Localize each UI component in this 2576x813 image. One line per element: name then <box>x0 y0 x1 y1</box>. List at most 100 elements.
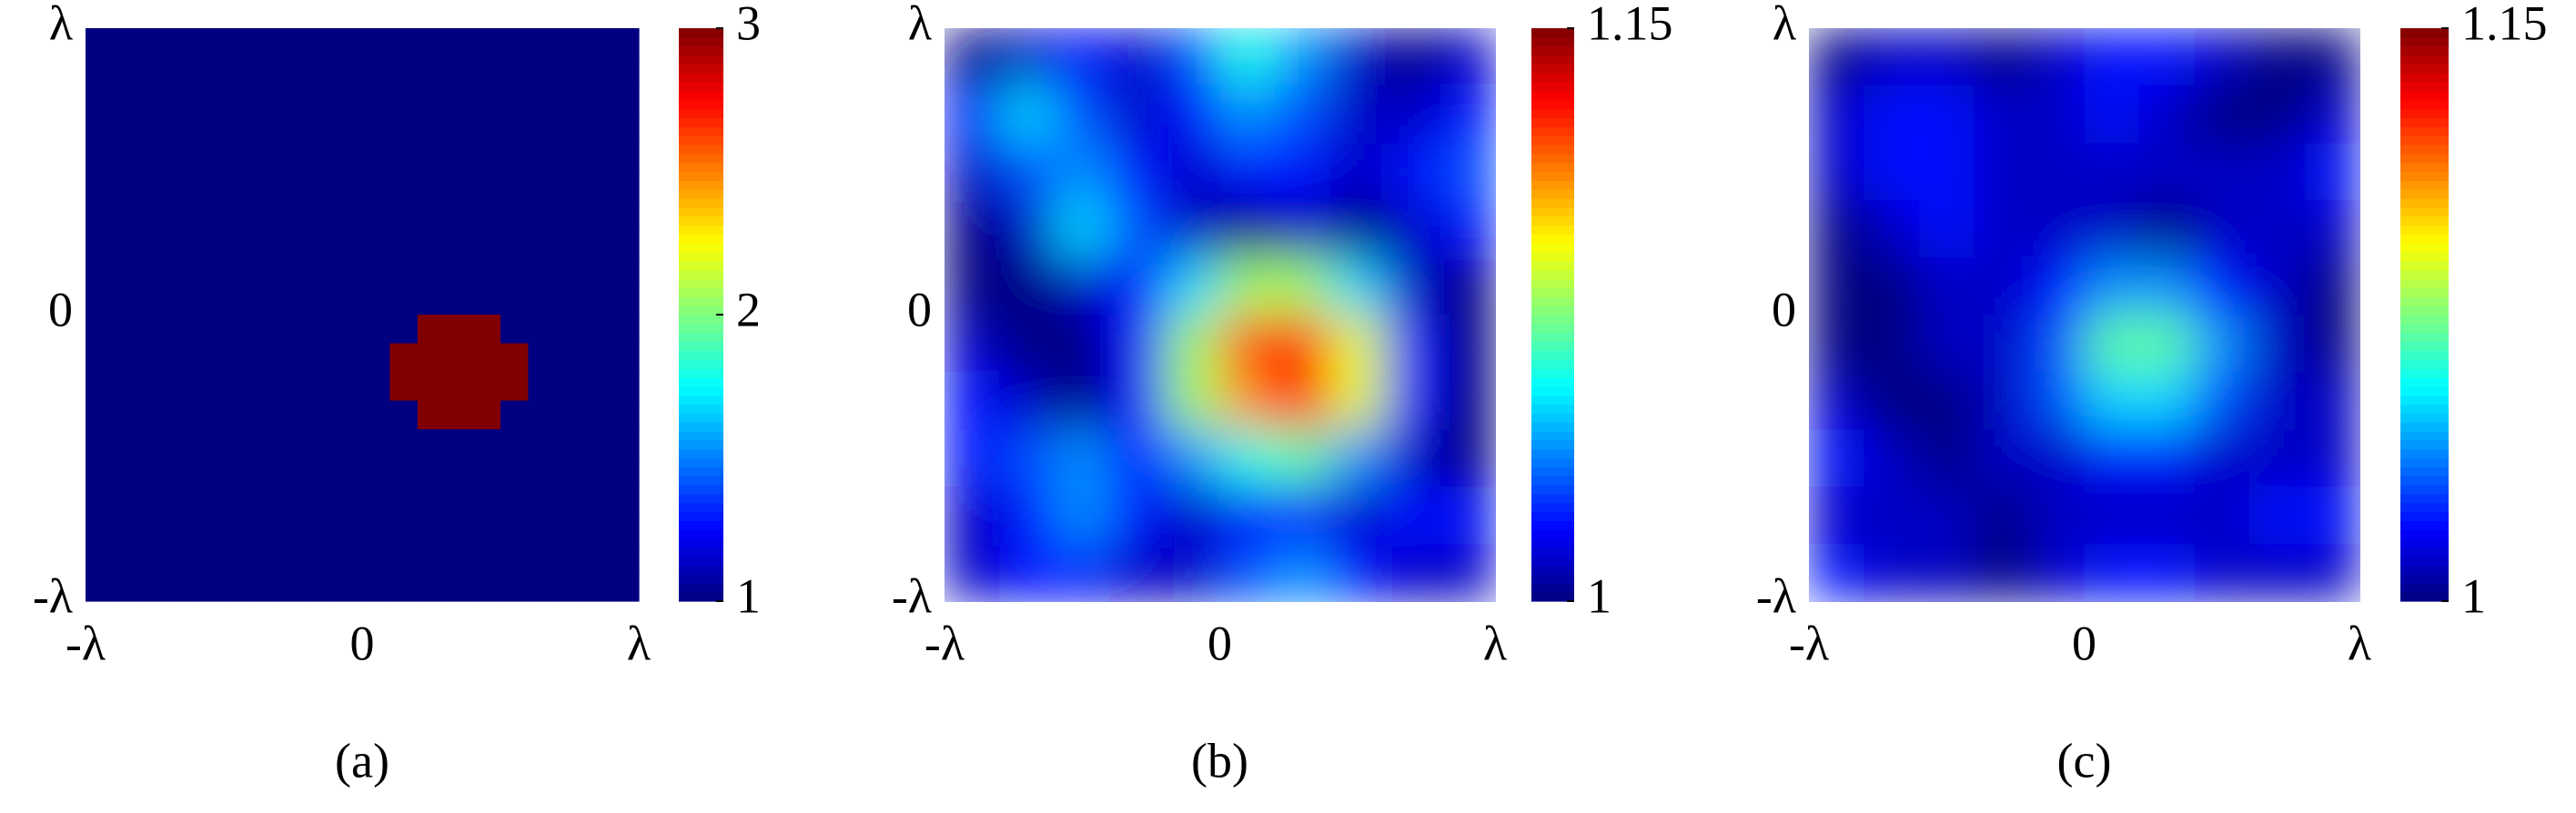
heatmap-cell <box>251 315 280 345</box>
heatmap-cell <box>224 315 252 345</box>
colorbar-swatch <box>1531 350 1574 360</box>
heatmap-cell <box>1219 487 1276 545</box>
colorbar-tick-label: 1 <box>1587 568 1611 623</box>
heatmap-cell <box>224 343 252 373</box>
heatmap-cell <box>113 200 142 230</box>
heatmap-cell <box>113 372 142 402</box>
colorbar-swatch <box>1531 153 1574 164</box>
heatmap-cell <box>999 85 1056 144</box>
heatmap-cell <box>224 171 252 201</box>
heatmap-cell <box>307 286 336 316</box>
heatmap-cell <box>1219 544 1276 602</box>
heatmap-cell <box>2249 544 2306 602</box>
heatmap-cell <box>1809 487 1865 545</box>
heatmap-cell <box>445 56 474 86</box>
heatmap-cell <box>2249 487 2306 545</box>
heatmap-cell <box>528 143 557 173</box>
heatmap-cell <box>2139 372 2196 430</box>
heatmap-cell <box>1919 429 1975 487</box>
heatmap-cell <box>334 343 363 373</box>
colorbar-swatch <box>679 198 723 208</box>
heatmap-cell <box>251 515 280 545</box>
heatmap-cell <box>417 515 446 545</box>
heatmap-cell <box>528 56 557 86</box>
heatmap-cell <box>196 544 225 574</box>
heatmap-cell <box>1055 28 1111 86</box>
colorbar-swatch <box>1531 439 1574 450</box>
heatmap-cell <box>196 315 225 345</box>
heatmap-cell <box>528 429 557 459</box>
heatmap-cell <box>500 286 529 316</box>
heatmap-cell <box>389 457 419 487</box>
heatmap-cell <box>389 487 419 517</box>
heatmap-cell <box>2084 85 2140 144</box>
colorbar-swatch <box>1531 315 1574 325</box>
heatmap-cell <box>251 28 280 58</box>
heatmap-cell <box>999 429 1056 487</box>
heatmap-cell <box>113 487 142 517</box>
heatmap-cell <box>2194 257 2250 316</box>
heatmap-cell <box>555 487 584 517</box>
heatmap-cell <box>445 200 474 230</box>
heatmap-cell <box>611 56 640 86</box>
colorbar-swatch <box>2400 252 2449 262</box>
heatmap-cell <box>113 515 142 545</box>
x-tick-label: 0 <box>2072 616 2096 670</box>
heatmap-cell <box>196 429 225 459</box>
heatmap-cell <box>140 56 169 86</box>
heatmap-cell <box>2304 429 2360 487</box>
colorbar-swatch <box>1531 556 1574 567</box>
heatmap-cell <box>86 286 114 316</box>
heatmap-cell <box>1919 372 1975 430</box>
heatmap-cell <box>945 487 1001 545</box>
colorbar-swatch <box>1531 511 1574 522</box>
heatmap-cell <box>1165 257 1221 316</box>
colorbar-swatch <box>679 28 723 38</box>
colorbar-swatch <box>2400 493 2449 504</box>
heatmap-cell <box>445 85 474 115</box>
heatmap-cell <box>500 56 529 86</box>
heatmap-cell <box>417 228 446 258</box>
colorbar-swatch <box>2400 332 2449 343</box>
heatmap-cell <box>1440 85 1496 144</box>
heatmap-cell <box>1109 429 1166 487</box>
heatmap-cell <box>196 572 225 602</box>
colorbar-swatch <box>1531 90 1574 101</box>
heatmap-cell <box>1864 429 1920 487</box>
heatmap-cell <box>1109 257 1166 316</box>
heatmap-cell <box>1864 372 1920 430</box>
heatmap-cell <box>168 315 197 345</box>
heatmap-cell <box>334 429 363 459</box>
heatmap-cell <box>1385 28 1441 86</box>
heatmap-cell <box>555 400 584 430</box>
colorbar-swatch <box>679 422 723 432</box>
heatmap-cell <box>307 56 336 86</box>
heatmap-cell <box>251 487 280 517</box>
colorbar-swatch <box>1531 395 1574 406</box>
heatmap-cell <box>1974 28 2030 86</box>
heatmap-cell <box>1864 544 1920 602</box>
colorbar-swatch <box>679 45 723 56</box>
colorbar-swatch <box>1531 82 1574 92</box>
heatmap-cell <box>2194 85 2250 144</box>
colorbar-swatch <box>2400 171 2449 181</box>
heatmap-cell <box>445 228 474 258</box>
heatmap-cell <box>583 515 612 545</box>
heatmap-cell <box>362 143 390 173</box>
heatmap-cell <box>472 457 501 487</box>
y-tick-label: -λ <box>33 568 73 623</box>
heatmap-cell <box>86 544 114 574</box>
heatmap-cell <box>140 400 169 430</box>
colorbar-swatch <box>2400 457 2449 467</box>
heatmap-cell <box>1109 200 1166 258</box>
colorbar-swatch <box>2400 269 2449 280</box>
heatmap-cell <box>611 343 640 373</box>
heatmap-cell <box>1219 85 1276 144</box>
heatmap-cell <box>251 572 280 602</box>
x-tick-label: λ <box>627 616 651 670</box>
heatmap-cell <box>1109 372 1166 430</box>
heatmap-cell <box>2249 143 2306 201</box>
colorbar-swatch <box>1531 243 1574 253</box>
